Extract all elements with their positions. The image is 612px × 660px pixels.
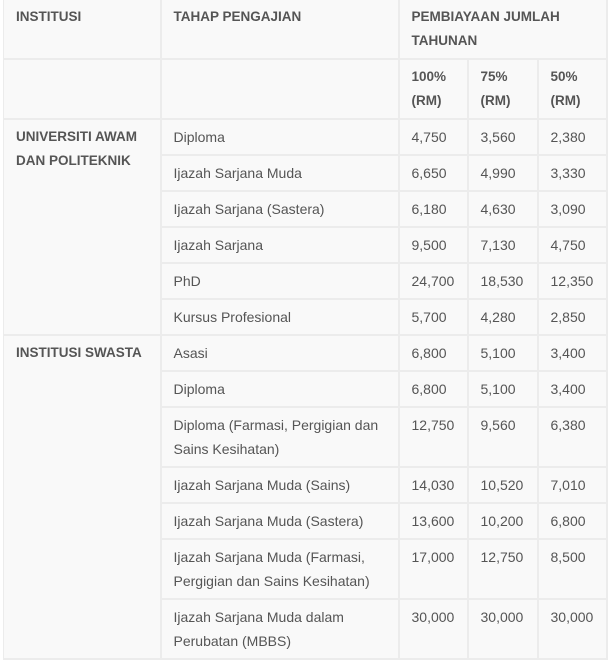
table-row: Diploma (Farmasi, Pergigian dan Sains Ke… xyxy=(4,406,608,468)
header-75: 75% (RM) xyxy=(466,58,539,120)
table-row: Ijazah Sarjana Muda 6,650 4,990 3,330 xyxy=(4,154,608,192)
value-100-cell: 24,700 xyxy=(397,262,469,300)
table-row: Ijazah Sarjana (Sastera) 6,180 4,630 3,090 xyxy=(4,190,608,228)
value-100-cell: 30,000 xyxy=(397,598,469,660)
table-row: PhD 24,700 18,530 12,350 xyxy=(4,262,608,300)
institusi-cell: INSTITUSI SWASTA xyxy=(3,334,162,660)
table-row: Diploma 6,800 5,100 3,400 xyxy=(4,370,608,408)
table-row: Kursus Profesional 5,700 4,280 2,850 xyxy=(4,298,608,336)
value-100-cell: 6,800 xyxy=(397,370,469,408)
value-50-cell: 4,750 xyxy=(536,226,608,264)
value-100-cell: 4,750 xyxy=(397,118,469,156)
value-50-cell: 6,380 xyxy=(536,406,608,468)
value-100-cell: 6,650 xyxy=(397,154,469,192)
funding-table: INSTITUSI TAHAP PENGAJIAN PEMBIAYAAN JUM… xyxy=(3,0,608,660)
value-75-cell: 5,100 xyxy=(466,334,539,372)
value-75-cell: 5,100 xyxy=(466,370,539,408)
tahap-cell: Asasi xyxy=(159,334,400,372)
tahap-cell: Ijazah Sarjana xyxy=(160,226,400,264)
value-75-cell: 9,560 xyxy=(466,406,539,468)
value-100-cell: 6,800 xyxy=(397,334,469,372)
value-50-cell: 8,500 xyxy=(536,538,608,600)
value-100-cell: 13,600 xyxy=(397,502,469,540)
value-75-cell: 10,520 xyxy=(466,466,539,504)
value-75-cell: 4,990 xyxy=(466,154,539,192)
value-100-cell: 6,180 xyxy=(397,190,469,228)
value-50-cell: 2,380 xyxy=(536,118,608,156)
tahap-cell: Ijazah Sarjana Muda (Sastera) xyxy=(160,502,400,540)
table-row: Ijazah Sarjana Muda (Farmasi, Pergigian … xyxy=(4,538,608,600)
value-50-cell: 12,350 xyxy=(536,262,608,300)
table-row: INSTITUSI SWASTA Asasi 6,800 5,100 3,400 xyxy=(3,334,608,660)
value-50-cell: 2,850 xyxy=(536,298,608,336)
tahap-cell: Ijazah Sarjana Muda (Sains) xyxy=(160,466,400,504)
value-50-cell: 3,090 xyxy=(536,190,608,228)
tahap-cell: Ijazah Sarjana Muda xyxy=(160,154,400,192)
header-tahap: TAHAP PENGAJIAN xyxy=(159,0,400,60)
tahap-cell: Ijazah Sarjana Muda dalam Perubatan (MBB… xyxy=(160,598,400,660)
tahap-cell: Ijazah Sarjana Muda (Farmasi, Pergigian … xyxy=(160,538,400,600)
value-75-cell: 10,200 xyxy=(466,502,539,540)
value-100-cell: 12,750 xyxy=(397,406,469,468)
institusi-cell: UNIVERSITI AWAM DAN POLITEKNIK xyxy=(3,118,162,336)
subheader-row: 100% (RM) 75% (RM) 50% (RM) xyxy=(3,58,608,120)
value-100-cell: 17,000 xyxy=(397,538,469,600)
value-75-cell: 7,130 xyxy=(466,226,539,264)
value-100-cell: 5,700 xyxy=(397,298,469,336)
header-100: 100% (RM) xyxy=(397,58,469,120)
tahap-cell: Diploma xyxy=(160,370,400,408)
table-row: Ijazah Sarjana Muda (Sastera) 13,600 10,20… xyxy=(4,502,608,540)
tahap-cell: Diploma xyxy=(159,118,400,156)
tahap-cell: Ijazah Sarjana (Sastera) xyxy=(160,190,400,228)
table-row: Ijazah Sarjana Muda (Sains) 14,030 10,520 7… xyxy=(4,466,608,504)
empty-cell xyxy=(159,58,400,120)
table-row: UNIVERSITI AWAM DAN POLITEKNIK Diploma 4,7… xyxy=(3,118,608,336)
value-100-cell: 9,500 xyxy=(397,226,469,264)
table-row: Ijazah Sarjana 9,500 7,130 4,750 xyxy=(4,226,608,264)
value-100-cell: 14,030 xyxy=(397,466,469,504)
tahap-cell: PhD xyxy=(160,262,400,300)
value-75-cell: 18,530 xyxy=(466,262,539,300)
tahap-cell: Kursus Profesional xyxy=(160,298,400,336)
value-75-cell: 30,000 xyxy=(466,598,539,660)
value-50-cell: 6,800 xyxy=(536,502,608,540)
value-50-cell: 7,010 xyxy=(536,466,608,504)
value-75-cell: 4,280 xyxy=(466,298,539,336)
header-pembiayaan: PEMBIAYAAN JUMLAH TAHUNAN xyxy=(397,0,608,60)
value-50-cell: 3,400 xyxy=(536,370,608,408)
value-50-cell: 3,330 xyxy=(536,154,608,192)
header-institusi: INSTITUSI xyxy=(3,0,162,60)
value-75-cell: 12,750 xyxy=(466,538,539,600)
header-50: 50% (RM) xyxy=(536,58,608,120)
tahap-cell: Diploma (Farmasi, Pergigian dan Sains Ke… xyxy=(160,406,400,468)
value-75-cell: 3,560 xyxy=(466,118,539,156)
value-50-cell: 3,400 xyxy=(536,334,608,372)
value-50-cell: 30,000 xyxy=(536,598,608,660)
empty-cell xyxy=(3,58,162,120)
value-75-cell: 4,630 xyxy=(466,190,539,228)
header-row: INSTITUSI TAHAP PENGAJIAN PEMBIAYAAN JUM… xyxy=(3,0,608,60)
